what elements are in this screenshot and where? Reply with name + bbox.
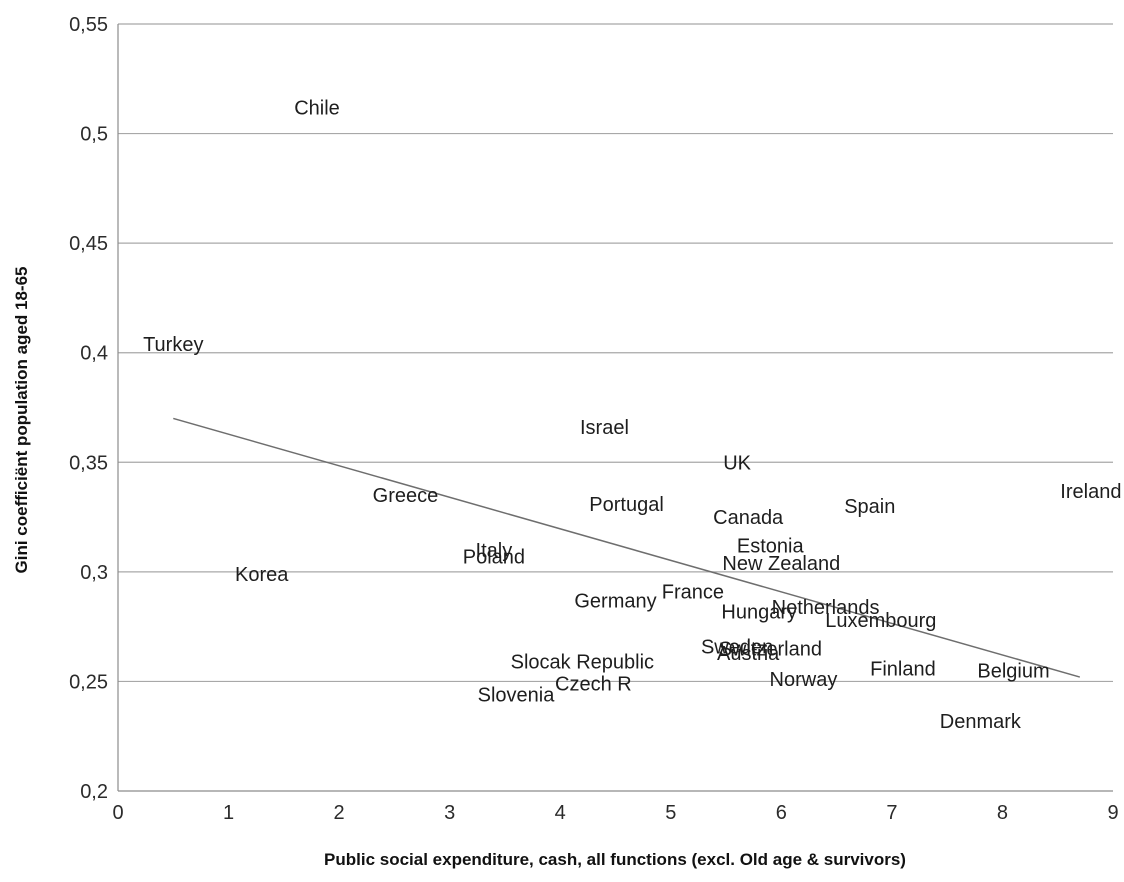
y-tick-label: 0,55 [69, 14, 108, 36]
x-tick-label: 8 [997, 802, 1008, 824]
x-axis-title: Public social expenditure, cash, all fun… [324, 850, 906, 869]
x-tick-label: 1 [223, 802, 234, 824]
data-point-label: Spain [844, 496, 895, 518]
data-point-label: Austria [717, 643, 780, 665]
y-tick-label: 0,45 [69, 233, 108, 255]
x-tick-label: 2 [334, 802, 345, 824]
y-axis-title: Gini coefficiënt population aged 18-65 [12, 267, 31, 574]
data-point-label: Greece [373, 485, 439, 507]
data-point-label: Poland [463, 547, 525, 569]
data-point-label: Sweden [701, 636, 773, 658]
data-point-label: France [662, 582, 724, 604]
data-point-label: Canada [713, 507, 784, 529]
x-tick-label: 9 [1107, 802, 1118, 824]
y-tick-label: 0,25 [69, 671, 108, 693]
data-point-label: Czech R [555, 674, 632, 696]
country-labels: Chile Turkey Israel UK Ireland Greece Portugal… [143, 97, 1121, 733]
data-point-label: Chile [294, 97, 340, 119]
data-point-label: Hungary [721, 601, 797, 623]
data-point-label: Finland [870, 658, 936, 680]
data-point-label: UK [723, 452, 751, 474]
y-tick-label: 0,2 [80, 781, 108, 803]
data-point-label: New Zealand [722, 553, 840, 575]
x-tick-label: 4 [555, 802, 566, 824]
y-tick-label: 0,5 [80, 124, 108, 146]
data-point-label: Switzerland [719, 639, 822, 661]
data-point-label: Korea [235, 564, 289, 586]
x-tick-labels: 0 1 2 3 4 5 6 7 8 9 [112, 802, 1118, 824]
data-point-label: Belgium [977, 660, 1049, 682]
x-tick-label: 3 [444, 802, 455, 824]
x-tick-label: 6 [776, 802, 787, 824]
axes [117, 24, 1113, 792]
x-tick-label: 5 [665, 802, 676, 824]
y-tick-labels: 0,2 0,25 0,3 0,35 0,4 0,45 0,5 0,55 [69, 14, 108, 803]
y-tick-label: 0,35 [69, 452, 108, 474]
data-point-label: Netherlands [772, 597, 880, 619]
data-point-label: Turkey [143, 334, 203, 356]
data-point-label: Denmark [940, 711, 1022, 733]
data-point-label: Ireland [1060, 481, 1121, 503]
x-tick-label: 7 [886, 802, 897, 824]
data-point-label: Slovenia [478, 685, 556, 707]
x-tick-label: 0 [112, 802, 123, 824]
data-point-label: Germany [574, 590, 656, 612]
y-tick-label: 0,3 [80, 562, 108, 584]
data-point-label: Slocak Republic [511, 652, 654, 674]
gridlines [118, 23, 1113, 683]
data-point-label: Luxembourg [825, 610, 936, 632]
data-point-label: Portugal [589, 494, 664, 516]
data-point-label: Italy [476, 540, 513, 562]
data-point-label: Israel [580, 417, 629, 439]
data-point-label: Norway [770, 669, 838, 691]
trendline [173, 417, 1081, 678]
data-point-label: Estonia [737, 536, 805, 558]
y-tick-label: 0,4 [80, 343, 108, 365]
